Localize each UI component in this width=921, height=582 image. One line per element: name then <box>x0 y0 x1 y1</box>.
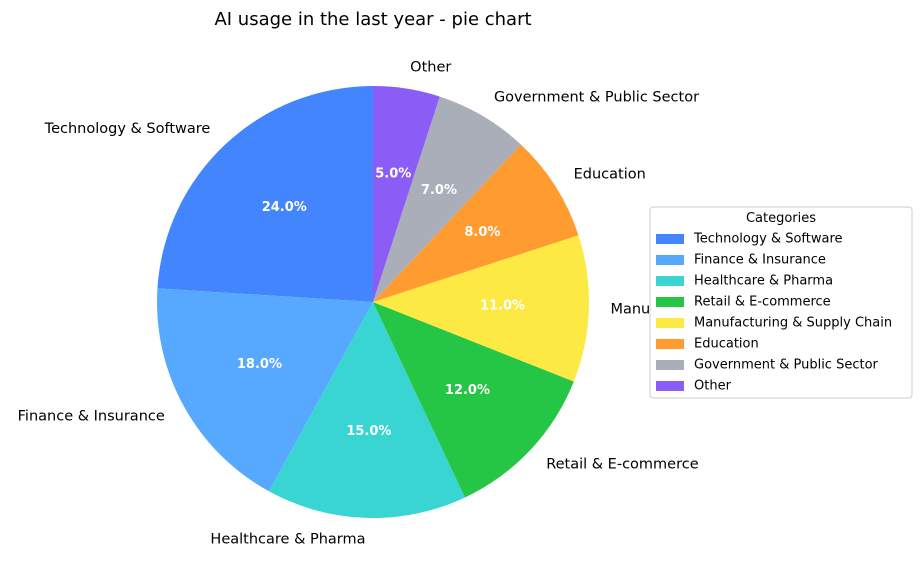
category-label-government-and-public-sector: Government & Public Sector <box>494 89 699 105</box>
legend-swatch-education <box>656 339 684 349</box>
legend-items: Technology & Software Finance & Insurance… <box>656 232 892 394</box>
legend-swatch-finance-and-insurance <box>656 255 684 265</box>
percent-label-education: 8.0% <box>464 225 500 240</box>
pie-slice-education <box>373 144 579 302</box>
pie-slice-manufacturing-and-supply-chain <box>373 235 589 382</box>
percent-label-technology-and-software: 24.0% <box>262 200 307 215</box>
category-label-retail-and-e-commerce: Retail & E-commerce <box>546 457 699 473</box>
category-label-education: Education <box>574 167 646 183</box>
percent-label-healthcare-and-pharma: 15.0% <box>346 424 391 439</box>
pie-slices <box>157 86 589 518</box>
category-label-healthcare-and-pharma: Healthcare & Pharma <box>210 531 365 547</box>
pie-slice-technology-and-software <box>157 86 373 302</box>
category-label-other: Other <box>410 59 451 75</box>
category-label-finance-and-insurance: Finance & Insurance <box>18 408 165 424</box>
chart-title: AI usage in the last year - pie chart <box>214 9 531 30</box>
legend-swatch-government-and-public-sector <box>656 360 684 370</box>
legend-label-retail-and-e-commerce: Retail & E-commerce <box>694 295 831 310</box>
legend-label-other: Other <box>694 379 732 394</box>
legend-frame <box>649 206 913 399</box>
percent-label-finance-and-insurance: 18.0% <box>237 357 282 372</box>
legend: Categories Technology & Software Finance … <box>649 206 913 399</box>
pie-slice-other <box>373 86 440 302</box>
legend-swatch-manufacturing-and-supply-chain <box>656 318 684 328</box>
percent-label-government-and-public-sector: 7.0% <box>421 183 457 198</box>
legend-label-manufacturing-and-supply-chain: Manufacturing & Supply Chain <box>694 316 892 331</box>
legend-swatch-retail-and-e-commerce <box>656 297 684 307</box>
legend-label-government-and-public-sector: Government & Public Sector <box>694 358 879 373</box>
legend-label-finance-and-insurance: Finance & Insurance <box>694 253 826 268</box>
percent-label-manufacturing-and-supply-chain: 11.0% <box>480 299 525 314</box>
pie-slice-retail-and-e-commerce <box>373 302 574 498</box>
legend-label-healthcare-and-pharma: Healthcare & Pharma <box>694 274 833 289</box>
pie-slice-finance-and-insurance <box>157 288 373 492</box>
legend-label-technology-and-software: Technology & Software <box>693 232 843 247</box>
pie-slice-government-and-public-sector <box>373 96 521 302</box>
legend-swatch-other <box>656 381 684 391</box>
legend-swatch-technology-and-software <box>656 234 684 244</box>
pie-slice-healthcare-and-pharma <box>268 302 465 518</box>
percent-labels: 24.0% 18.0% 15.0% 12.0% 11.0% 8.0% 7.0% 5.0% <box>237 166 525 439</box>
legend-swatch-healthcare-and-pharma <box>656 276 684 286</box>
category-label-technology-and-software: Technology & Software <box>44 121 211 137</box>
percent-label-other: 5.0% <box>375 166 411 181</box>
percent-label-retail-and-e-commerce: 12.0% <box>445 383 490 398</box>
legend-title: Categories <box>746 211 816 226</box>
legend-label-education: Education <box>694 337 759 352</box>
